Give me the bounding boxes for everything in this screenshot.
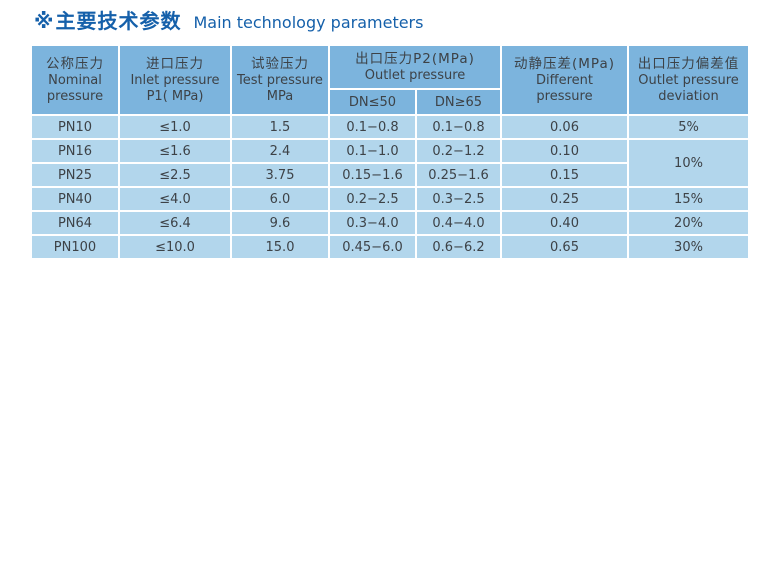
cell-diff: 0.15 [500, 162, 629, 188]
header-test-pressure: 试验压力 Test pressure MPa [230, 44, 330, 116]
cell-dn65: 0.4−4.0 [415, 210, 502, 236]
cell-diff: 0.06 [500, 114, 629, 140]
header-label-zh: 出口压力P2(MPa) [355, 50, 475, 67]
page-title: ※ 主要技术参数 Main technology parameters [34, 5, 423, 34]
header-inlet-pressure: 进口压力 Inlet pressure P1( MPa) [118, 44, 232, 116]
header-label-en: Nominal pressure [46, 73, 104, 104]
cell-dn65: 0.1−0.8 [415, 114, 502, 140]
table-row-pn25: PN25 ≤2.5 3.75 0.15−1.6 0.25−1.6 0.15 [30, 162, 749, 188]
cell-pn: PN64 [30, 210, 120, 236]
header-label-zh: 试验压力 [251, 55, 309, 72]
cell-dn50: 0.2−2.5 [328, 186, 417, 212]
header-different-pressure: 动静压差(MPa) Different pressure [500, 44, 629, 116]
cell-diff: 0.25 [500, 186, 629, 212]
cell-test: 1.5 [230, 114, 330, 140]
cell-deviation: 20% [627, 210, 750, 236]
technology-parameters-table: 公称压力 Nominal pressure 进口压力 Inlet pressur… [30, 44, 750, 260]
cell-deviation: 30% [627, 234, 750, 260]
table-row-pn10: PN10 ≤1.0 1.5 0.1−0.8 0.1−0.8 0.06 5% [30, 114, 750, 140]
header-dn-large: DN≥65 [415, 88, 502, 116]
cell-inlet: ≤1.6 [118, 138, 232, 164]
header-row-dn: DN≤50 DN≥65 [31, 88, 749, 116]
cell-pn: PN25 [30, 162, 120, 188]
reference-mark-icon: ※ [34, 9, 54, 33]
cell-dn65: 0.25−1.6 [415, 162, 502, 188]
table-row-pn100: PN100 ≤10.0 15.0 0.45−6.0 0.6−6.2 0.65 3… [30, 234, 750, 260]
cell-dn50: 0.3−4.0 [328, 210, 417, 236]
cell-test: 6.0 [230, 186, 330, 212]
header-label-en: Outlet pressure [364, 68, 466, 84]
cell-inlet: ≤6.4 [118, 210, 232, 236]
cell-deviation-merged: 10% [627, 138, 750, 188]
cell-test: 3.75 [230, 162, 330, 188]
cell-dn65: 0.6−6.2 [415, 234, 502, 260]
header-label-en: Outlet pressure deviation [638, 73, 739, 104]
cell-inlet: ≤1.0 [118, 114, 232, 140]
cell-test: 2.4 [230, 138, 330, 164]
cell-diff: 0.65 [500, 234, 629, 260]
header-outlet-pressure-group: 出口压力P2(MPa) Outlet pressure [328, 44, 502, 90]
page-title-chinese: 主要技术参数 [55, 9, 182, 33]
cell-inlet: ≤2.5 [118, 162, 232, 188]
header-row-main: 公称压力 Nominal pressure 进口压力 Inlet pressur… [30, 44, 750, 116]
cell-dn50: 0.15−1.6 [328, 162, 417, 188]
cell-dn50: 0.45−6.0 [328, 234, 417, 260]
cell-pn: PN10 [30, 114, 120, 140]
cell-inlet: ≤4.0 [118, 186, 232, 212]
header-label-zh: 出口压力偏差值 [637, 55, 740, 72]
cell-pn: PN40 [30, 186, 120, 212]
header-outlet-deviation: 出口压力偏差值 Outlet pressure deviation [627, 44, 750, 116]
cell-inlet: ≤10.0 [118, 234, 232, 260]
cell-dn65: 0.2−1.2 [415, 138, 502, 164]
cell-dn65: 0.3−2.5 [415, 186, 502, 212]
page-title-english: Main technology parameters [193, 13, 424, 32]
header-label-zh: 动静压差(MPa) [514, 55, 615, 72]
table-row-pn64: PN64 ≤6.4 9.6 0.3−4.0 0.4−4.0 0.40 20% [30, 210, 750, 236]
header-nominal-pressure: 公称压力 Nominal pressure [30, 44, 120, 116]
header-label-en: Test pressure MPa [237, 73, 323, 104]
cell-diff: 0.10 [500, 138, 629, 164]
cell-pn: PN100 [30, 234, 120, 260]
header-label-zh: 进口压力 [146, 55, 204, 72]
cell-dn50: 0.1−0.8 [328, 114, 417, 140]
table-row-pn16: PN16 ≤1.6 2.4 0.1−1.0 0.2−1.2 0.10 10% [30, 138, 750, 188]
cell-test: 9.6 [230, 210, 330, 236]
header-label-zh: 公称压力 [46, 55, 104, 72]
table-row-pn40: PN40 ≤4.0 6.0 0.2−2.5 0.3−2.5 0.25 15% [30, 186, 750, 212]
header-label-en: Different pressure [536, 73, 593, 104]
cell-diff: 0.40 [500, 210, 629, 236]
cell-deviation: 5% [627, 114, 750, 140]
cell-test: 15.0 [230, 234, 330, 260]
cell-deviation: 15% [627, 186, 750, 212]
header-label-en: Inlet pressure P1( MPa) [130, 73, 220, 104]
header-dn-small: DN≤50 [328, 88, 417, 116]
cell-pn: PN16 [30, 138, 120, 164]
cell-dn50: 0.1−1.0 [328, 138, 417, 164]
